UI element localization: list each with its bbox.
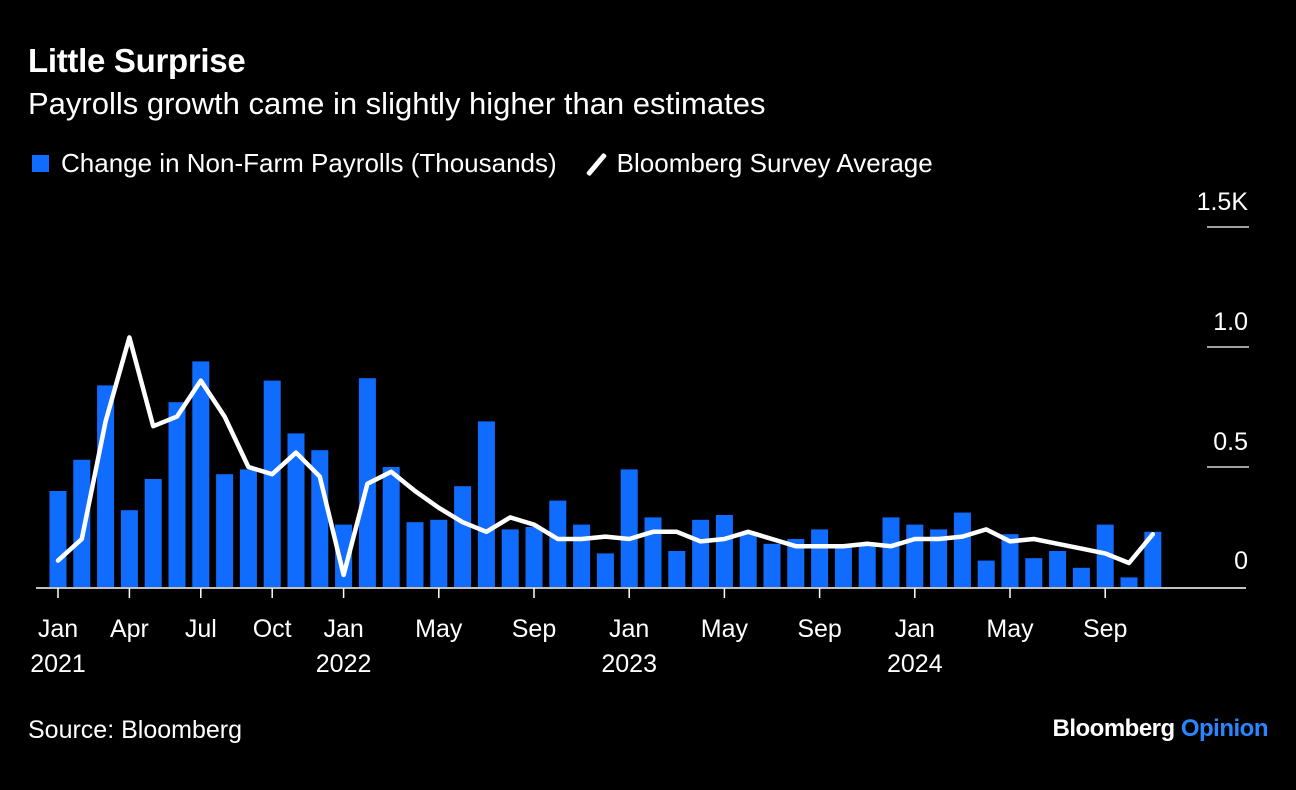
bar (930, 529, 948, 587)
y-tick-label: 1.0 (1213, 308, 1248, 336)
bar (668, 551, 686, 587)
bar (549, 500, 567, 587)
brand-name: Bloomberg (1052, 715, 1176, 742)
bar (692, 519, 710, 587)
bar (858, 543, 876, 587)
bar (430, 519, 448, 587)
chart-title: Little Surprise (28, 42, 246, 79)
bar (644, 517, 662, 587)
bar (1001, 534, 1019, 587)
x-tick-year-label: 2023 (601, 650, 657, 678)
x-tick-label: Sep (1083, 615, 1127, 643)
x-tick-year-label: 2022 (316, 650, 372, 678)
bar (620, 469, 638, 587)
bar (477, 421, 495, 587)
bar (263, 380, 281, 587)
x-tick-label: Oct (253, 615, 292, 643)
bar (763, 543, 781, 587)
bar (406, 522, 424, 587)
legend-line-label: Bloomberg Survey Average (616, 148, 933, 178)
bar (192, 361, 210, 587)
bar (1049, 551, 1067, 587)
y-tick-label: 1.5K (1197, 188, 1249, 216)
bar (811, 529, 829, 587)
x-tick-label: Jan (38, 615, 78, 643)
bar (501, 529, 519, 587)
chart-subtitle: Payrolls growth came in slightly higher … (28, 86, 766, 121)
bar (1025, 558, 1043, 587)
x-tick-label: Jul (185, 615, 217, 643)
bar (525, 527, 543, 587)
bar (216, 474, 234, 587)
bar (311, 450, 329, 587)
survey-line (55, 335, 1156, 578)
bar (596, 553, 614, 587)
bar (335, 524, 353, 587)
legend: Change in Non-Farm Payrolls (Thousands) … (32, 148, 933, 179)
x-tick-label: Sep (512, 615, 556, 643)
y-tick-label: 0.5 (1213, 428, 1248, 456)
bar (953, 512, 971, 587)
bar (454, 486, 472, 587)
bar (287, 433, 305, 587)
bar (239, 469, 257, 587)
x-tick-year-label: 2021 (30, 650, 86, 678)
x-tick-label: Jan (895, 615, 935, 643)
bar (834, 546, 852, 587)
bar (715, 515, 733, 587)
bar (382, 467, 400, 587)
bar (73, 459, 91, 587)
bar (787, 539, 805, 587)
bar (906, 524, 924, 587)
bar (977, 560, 995, 587)
bar (49, 491, 67, 587)
x-tick-year-label: 2024 (887, 650, 943, 678)
y-tick-label: 0 (1234, 547, 1248, 575)
x-tick-label: Jan (609, 615, 649, 643)
x-tick-label: May (415, 615, 463, 643)
bar (144, 479, 162, 587)
bar (1144, 531, 1162, 587)
brand-logo: Bloomberg Opinion (1053, 715, 1269, 743)
legend-bar-label: Change in Non-Farm Payrolls (Thousands) (61, 148, 557, 178)
x-tick-label: Jan (323, 615, 363, 643)
bar (573, 524, 591, 587)
bar (739, 534, 757, 587)
legend-bar-swatch (32, 155, 49, 172)
bar (1120, 577, 1138, 587)
source-note: Source: Bloomberg (28, 716, 243, 744)
bar (882, 517, 900, 587)
brand-suffix: Opinion (1180, 715, 1269, 742)
bar (120, 510, 138, 587)
x-tick-label: May (986, 615, 1034, 643)
x-tick-label: May (701, 615, 749, 643)
x-tick-label: Sep (797, 615, 841, 643)
bar (1072, 567, 1090, 587)
x-tick-label: Apr (110, 615, 149, 643)
bar (168, 402, 186, 587)
